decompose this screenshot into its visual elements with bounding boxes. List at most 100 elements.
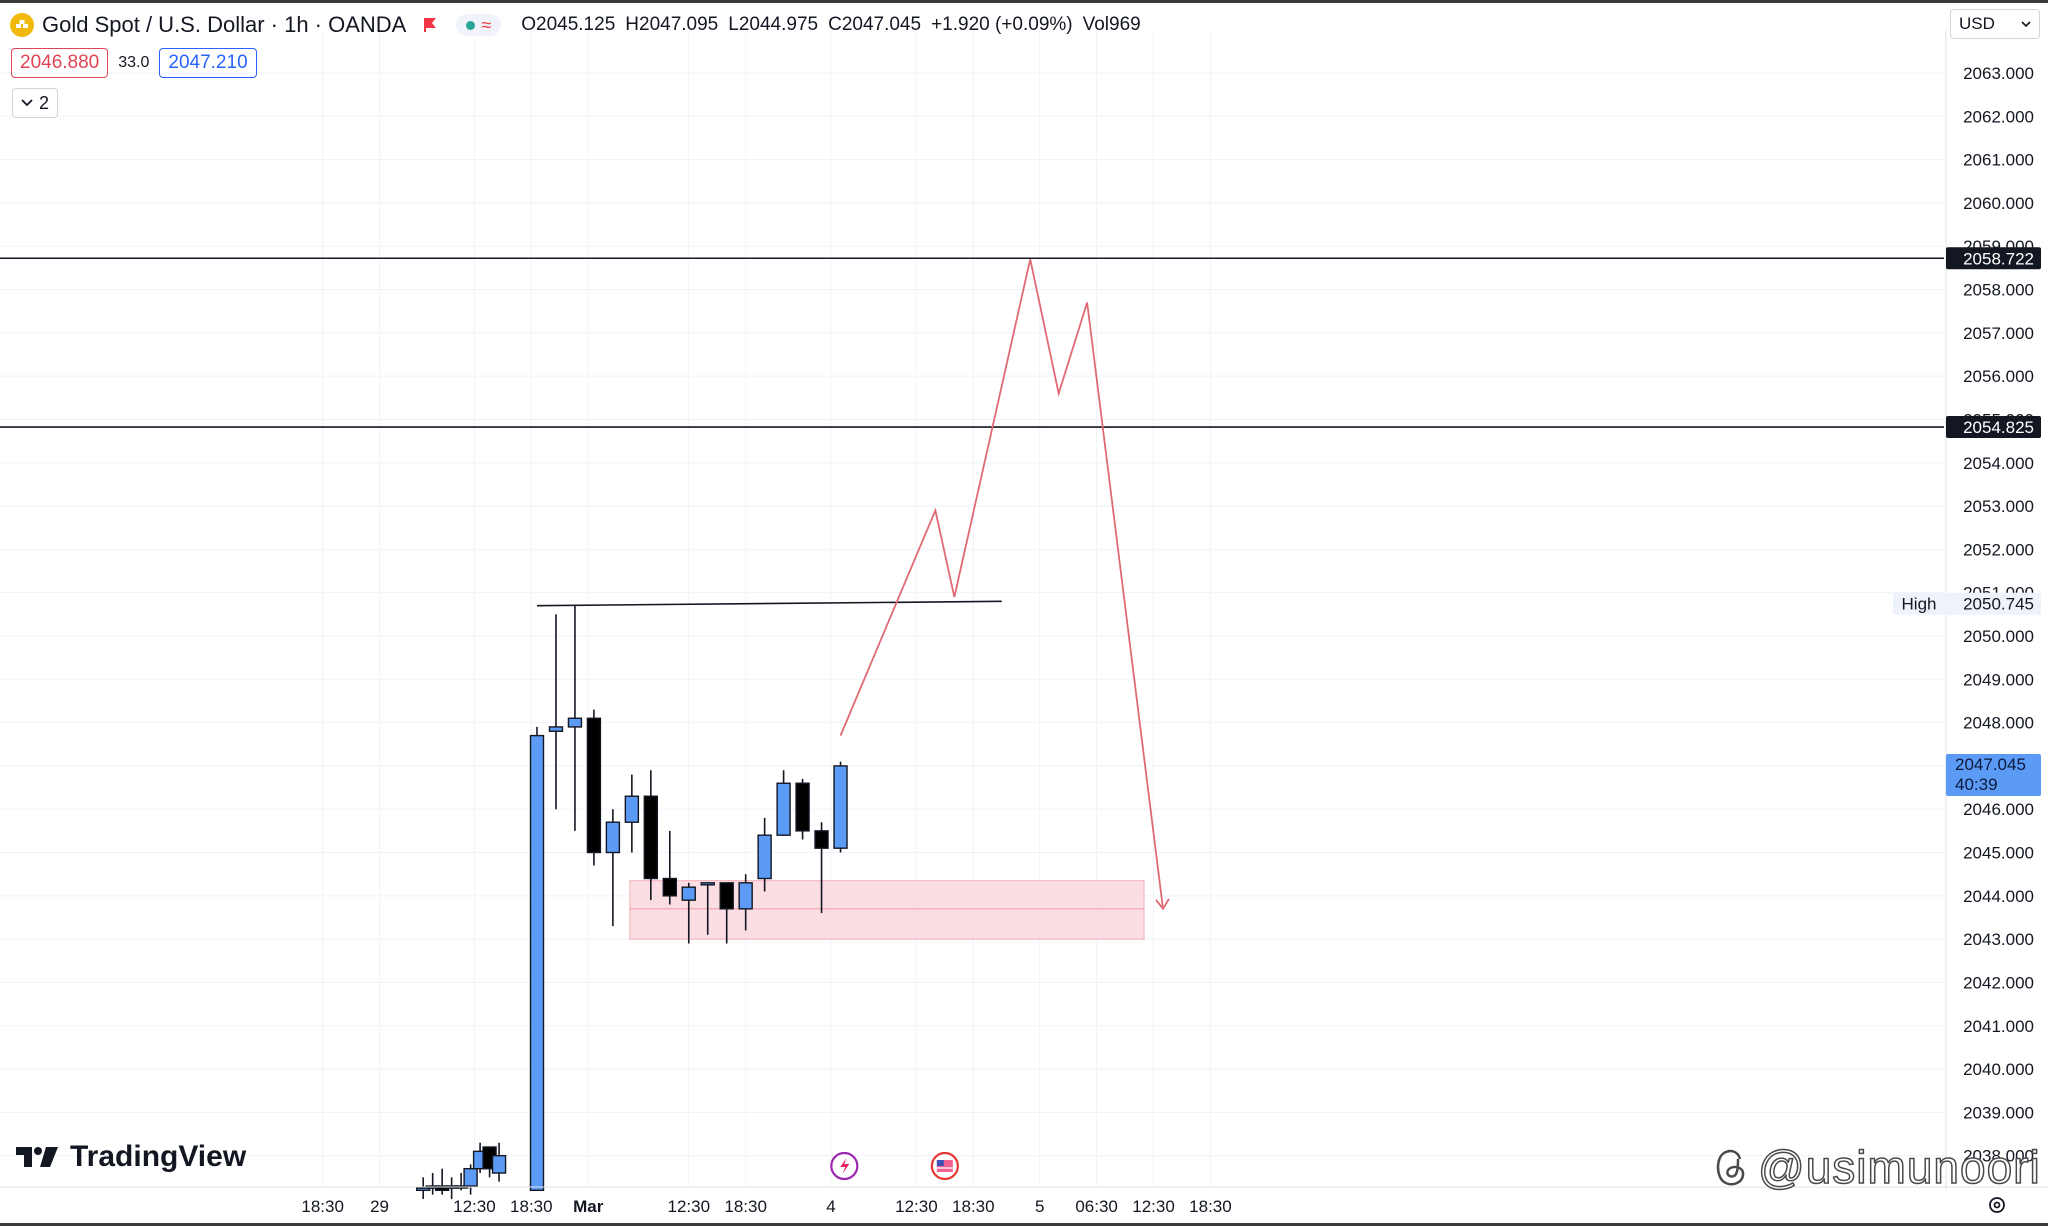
candle-body	[643, 795, 659, 880]
threads-icon	[1716, 1149, 1745, 1186]
time-tick-label: 18:30	[301, 1197, 344, 1216]
time-tick-label: 12:30	[667, 1197, 710, 1216]
low-label: L	[728, 14, 739, 35]
level-price-tag: 2058.722	[1963, 249, 2034, 268]
buy-button[interactable]: 2047.210	[159, 48, 257, 78]
candle-body	[814, 830, 829, 849]
volume-label: Vol	[1082, 14, 1110, 35]
candle-body	[529, 734, 545, 1192]
price-axis-ticks: 2038.000 2039.000 2040.000 2041.000 2042.000…	[1963, 64, 2034, 1166]
candle-body	[662, 877, 677, 897]
candle-body	[681, 886, 696, 901]
symbol-title[interactable]: Gold Spot / U.S. Dollar · 1h · OANDA	[42, 12, 407, 37]
candle-body	[415, 1187, 431, 1192]
time-tick-label: Mar	[573, 1197, 604, 1216]
candle	[425, 1173, 440, 1195]
price-tick-label: 2045.000	[1963, 844, 2034, 863]
price-tick-label: 2040.000	[1963, 1060, 2034, 1079]
price-tick-label: 2056.000	[1963, 367, 2034, 386]
level-price-tag: 2054.825	[1963, 418, 2034, 437]
indicator-count: 2	[38, 92, 49, 113]
trade-panel: 2046.880 33.0 2047.210	[11, 48, 257, 78]
candle	[491, 1142, 507, 1182]
price-tick-label: 2050.000	[1963, 627, 2034, 646]
high-price-tag: 2050.745	[1963, 595, 2034, 614]
candle-body	[463, 1167, 478, 1187]
candle	[434, 1168, 450, 1195]
time-tick-label: 29	[370, 1197, 389, 1216]
price-tick-label: 2052.000	[1963, 540, 2034, 559]
candle-body	[567, 717, 583, 728]
time-tick-label: 12:30	[1132, 1197, 1175, 1216]
window-bottom-border	[0, 1223, 2048, 1226]
symbol-header: Gold Spot / U.S. Dollar · 1h · OANDA ≈ O…	[10, 8, 1141, 42]
candle	[624, 774, 640, 853]
candle-body	[757, 834, 772, 880]
chevron-down-icon	[21, 99, 33, 107]
high-price-tag-bg	[1946, 592, 2041, 615]
earnings-flash-icon	[830, 1151, 859, 1181]
price-tick-label: 2049.000	[1963, 670, 2034, 689]
candle-body	[548, 726, 564, 732]
time-tick-label: 18:30	[1189, 1197, 1232, 1216]
high-label: High	[1902, 595, 1937, 614]
tradingview-mark-icon	[16, 1147, 58, 1167]
price-tick-label: 2043.000	[1963, 930, 2034, 949]
spread-value: 33.0	[118, 54, 150, 71]
price-tick-label: 2061.000	[1963, 151, 2034, 170]
flag-icon[interactable]	[422, 17, 438, 33]
time-tick-label: 18:30	[510, 1197, 553, 1216]
candle	[738, 874, 753, 931]
close-value: 2047.045	[841, 14, 922, 35]
market-open-dot-icon	[466, 20, 476, 30]
author-watermark: @usimunoori	[1710, 1140, 2041, 1194]
candle	[605, 809, 621, 927]
candle	[814, 822, 829, 914]
candle	[700, 882, 715, 935]
current-price-countdown: 40:39	[1955, 775, 1998, 794]
candle-body	[719, 882, 734, 910]
indicators-toggle[interactable]: 2	[12, 88, 58, 118]
level-price-tag-bg	[1946, 247, 2041, 270]
price-tick-label: 2044.000	[1963, 887, 2034, 906]
gear-icon[interactable]	[1986, 1194, 2008, 1216]
tradingview-logo[interactable]: TradingView	[16, 1140, 246, 1174]
candle-body	[605, 821, 621, 854]
current-price-value: 2047.045	[1955, 755, 2026, 774]
price-tick-label: 2041.000	[1963, 1017, 2034, 1036]
currency-select[interactable]: USD	[1950, 9, 2040, 39]
gold-symbol-icon	[10, 13, 34, 37]
open-label: O	[521, 14, 537, 35]
candle	[548, 614, 564, 810]
chevron-down-icon	[2021, 21, 2031, 27]
current-price-tag-bg	[1946, 753, 2041, 796]
projection-arrowhead	[1155, 898, 1170, 911]
time-tick-label: 06:30	[1075, 1197, 1118, 1216]
price-tick-label: 2058.000	[1963, 281, 2034, 300]
projection-path	[839, 259, 1164, 909]
change-value: +1.920 (+0.09%)	[931, 14, 1073, 35]
sell-button[interactable]: 2046.880	[11, 48, 109, 78]
window-top-border	[0, 0, 2048, 3]
low-value: 2044.975	[738, 14, 819, 35]
resistance-trend-line	[536, 600, 1002, 607]
price-tick-label: 2038.000	[1963, 1147, 2034, 1166]
flag-canton	[936, 1160, 944, 1166]
currency-label: USD	[1959, 14, 1995, 33]
price-tick-label: 2046.000	[1963, 800, 2034, 819]
candles	[415, 605, 848, 1199]
candle	[662, 830, 677, 905]
open-value: 2045.125	[536, 14, 616, 35]
us-flag-event-icon	[930, 1151, 959, 1181]
ohlc-values: O2045.125 H2047.095 L2044.975 C2047.045 …	[521, 14, 1141, 36]
price-tick-label: 2048.000	[1963, 714, 2034, 733]
price-tick-label: 2054.000	[1963, 454, 2034, 473]
price-tick-label: 2053.000	[1963, 497, 2034, 516]
flash-glyph	[840, 1158, 850, 1174]
demand-zone-rect	[629, 880, 1145, 940]
candle	[463, 1164, 478, 1195]
market-status[interactable]: ≈	[456, 14, 502, 36]
tradingview-wordmark: TradingView	[70, 1140, 247, 1173]
price-tick-label: 2039.000	[1963, 1103, 2034, 1122]
